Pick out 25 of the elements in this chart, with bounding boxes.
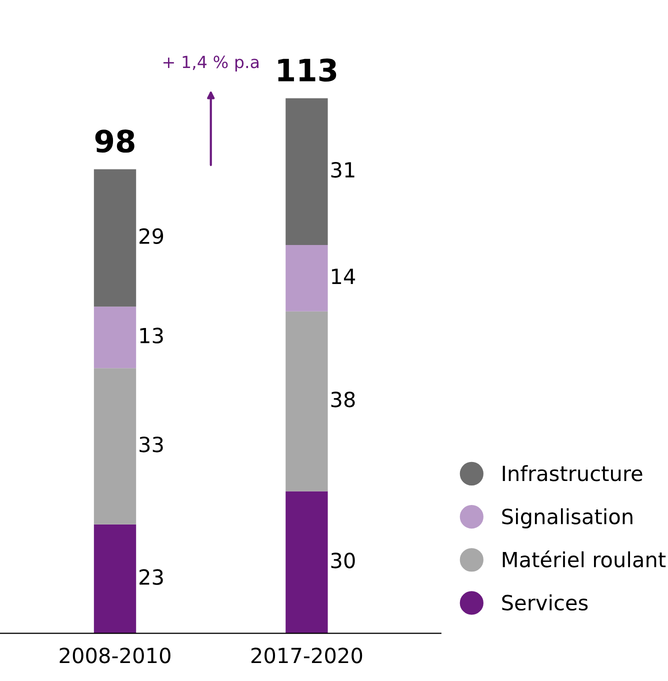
- legend-label: Services: [502, 594, 588, 611]
- data-label: 23: [140, 569, 163, 585]
- data-label: 13: [140, 328, 163, 344]
- bar: [94, 169, 136, 307]
- legend-label: Signalisation: [502, 508, 632, 528]
- bar: [286, 98, 328, 246]
- x-tick-label: 2017-2020: [251, 648, 362, 664]
- data-label: 31: [331, 162, 354, 178]
- bar: [286, 311, 328, 492]
- legend-label: Matériel roulant: [502, 550, 666, 568]
- text: + 1,4 % p.a: [163, 56, 258, 72]
- bar: [286, 245, 328, 312]
- data-label: 14: [332, 268, 356, 284]
- data-label: 33: [140, 436, 163, 452]
- bar: [94, 524, 136, 634]
- data-label: 29: [140, 228, 164, 244]
- x-tick-label: 2008-2010: [60, 648, 170, 664]
- bar: [94, 306, 136, 368]
- data-label: 38: [331, 392, 355, 408]
- bar: [286, 491, 328, 634]
- total-label: 98: [95, 130, 134, 153]
- total-label: 113: [278, 58, 336, 82]
- data-label: 30: [331, 552, 355, 568]
- bar: [94, 368, 136, 524]
- legend-label: Infrastructure: [502, 465, 642, 482]
